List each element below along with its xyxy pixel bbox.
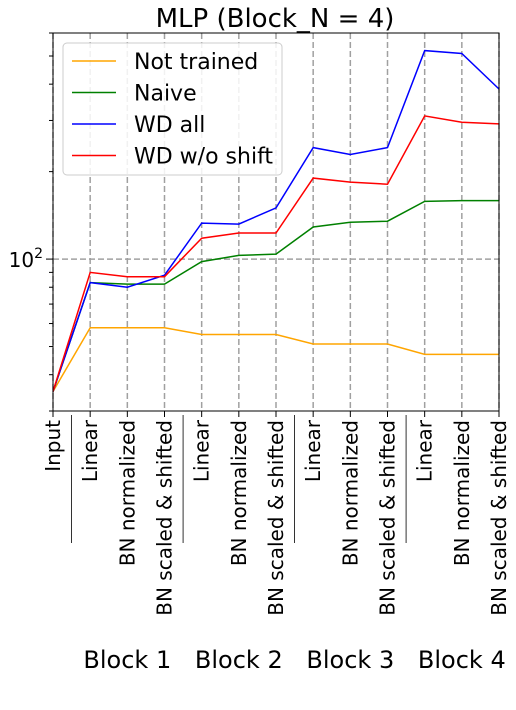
x-tick-label: Linear bbox=[413, 419, 437, 482]
x-tick-label: BN scaled & shifted bbox=[153, 420, 177, 616]
x-tick-label: BN normalized bbox=[338, 420, 362, 566]
y-tick-label: 102 bbox=[9, 246, 43, 272]
group-label: Block 3 bbox=[306, 646, 394, 674]
x-tick-label: Input bbox=[41, 420, 65, 472]
group-label: Block 4 bbox=[418, 646, 506, 674]
group-label: Block 2 bbox=[195, 646, 283, 674]
legend-box bbox=[62, 42, 283, 176]
series-line bbox=[52, 199, 499, 392]
x-tick-label: BN scaled & shifted bbox=[264, 420, 288, 616]
x-tick-label: Linear bbox=[190, 419, 214, 482]
x-tick-label: BN normalized bbox=[115, 420, 139, 566]
x-tick-label: Linear bbox=[78, 419, 102, 482]
series-lines bbox=[52, 49, 500, 392]
series-line bbox=[52, 327, 499, 392]
series-line bbox=[52, 115, 500, 392]
chart-title: MLP (Block_N = 4) bbox=[156, 4, 395, 34]
x-tick-label: BN normalized bbox=[450, 420, 474, 566]
series-line bbox=[52, 49, 500, 392]
x-tick-label: Linear bbox=[301, 419, 325, 482]
legend-label: Not trained bbox=[134, 50, 258, 75]
x-tick-label: BN scaled & shifted bbox=[487, 420, 511, 616]
legend-label: WD w/o shift bbox=[134, 145, 273, 170]
legend-label: Naive bbox=[134, 82, 197, 107]
legend: Not trained Naive WD all WD w/o shift bbox=[62, 42, 283, 176]
legend-label: WD all bbox=[134, 113, 205, 138]
group-label: Block 1 bbox=[83, 646, 171, 674]
x-tick-label: BN scaled & shifted bbox=[376, 420, 400, 616]
x-tick-label: BN normalized bbox=[227, 420, 251, 566]
axes: 102 Input Linear BN normalized BN scaled & s… bbox=[9, 32, 511, 674]
